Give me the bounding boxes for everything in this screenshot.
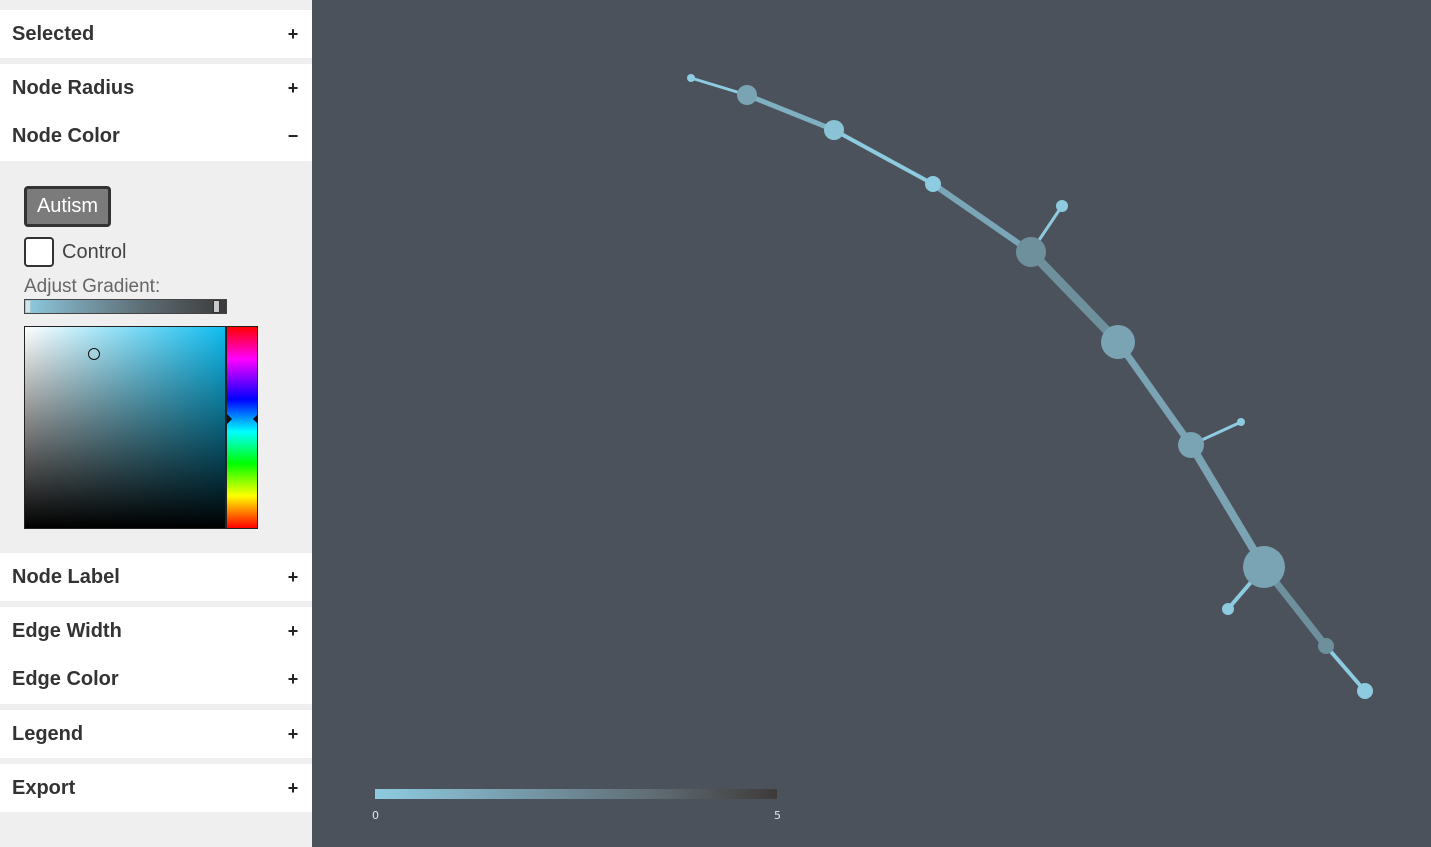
color-picker-cursor[interactable] [88,348,100,360]
graph-edges [690,76,1367,693]
edge-color-label: Edge Color [12,667,119,690]
edge[interactable] [833,128,934,186]
node[interactable] [1357,683,1373,699]
gradient-slider[interactable] [24,299,227,314]
edge[interactable] [1027,248,1122,346]
expand-plus-icon: + [287,723,299,744]
node-label-header[interactable]: Node Label + [0,553,312,601]
control-checkbox[interactable] [24,237,54,267]
section-legend: Legend + [0,710,312,758]
sidebar: Selected + Node Radius + Node Color − No… [0,0,312,847]
expand-plus-icon: + [287,668,299,689]
node-label-label: Node Label [12,565,120,588]
saturation-value-picker[interactable] [24,326,226,529]
node[interactable] [1243,546,1285,588]
selected-label: Selected [12,22,95,45]
collapse-minus-icon: − [287,125,299,146]
section-node: Node Radius + Node Color − [0,64,312,161]
autism-button[interactable]: Autism [24,186,111,227]
hue-marker-right-icon[interactable] [253,414,258,424]
node[interactable] [1056,200,1068,212]
gradient-start-handle[interactable] [25,300,31,313]
node[interactable] [1222,603,1234,615]
hue-marker-left-icon[interactable] [227,414,232,424]
node-color-label: Node Color [12,124,120,147]
node[interactable] [1101,325,1135,359]
legend-min-label: 0 [372,809,379,822]
graph-nodes [687,74,1373,699]
edge[interactable] [1187,442,1268,570]
legend-header[interactable]: Legend + [0,710,312,758]
expand-plus-icon: + [287,566,299,587]
export-header[interactable]: Export + [0,764,312,812]
hue-slider[interactable] [226,326,258,529]
node-radius-header[interactable]: Node Radius + [0,64,312,112]
edge[interactable] [1115,339,1194,448]
network-graph[interactable] [312,0,1431,847]
selected-header[interactable]: Selected + [0,10,312,58]
node[interactable] [1178,432,1204,458]
edge-color-header[interactable]: Edge Color + [0,655,312,703]
adjust-gradient-label: Adjust Gradient: [24,276,161,297]
gradient-end-handle[interactable] [213,300,220,313]
expand-plus-icon: + [287,23,299,44]
expand-plus-icon: + [287,777,299,798]
node[interactable] [1016,237,1046,267]
node-color-header[interactable]: Node Color − [0,112,312,160]
edge[interactable] [1324,644,1367,693]
node[interactable] [925,176,941,192]
control-label: Control [62,241,127,263]
edge-width-header[interactable]: Edge Width + [0,607,312,655]
export-label: Export [12,776,76,799]
expand-plus-icon: + [287,77,299,98]
node[interactable] [737,85,757,105]
legend-gradient-bar [375,789,777,799]
legend-max-label: 5 [774,809,781,822]
node[interactable] [1318,638,1334,654]
edge-width-label: Edge Width [12,619,122,642]
section-selected: Selected + [0,10,312,58]
edge[interactable] [931,181,1033,255]
section-node-label: Node Label + [0,553,312,601]
edge[interactable] [746,92,835,133]
node[interactable] [687,74,695,82]
node-radius-label: Node Radius [12,76,135,99]
legend-label: Legend [12,722,84,745]
section-edge: Edge Width + Edge Color + [0,607,312,704]
node[interactable] [1237,418,1245,426]
expand-plus-icon: + [287,620,299,641]
section-export: Export + [0,764,312,812]
node[interactable] [824,120,844,140]
